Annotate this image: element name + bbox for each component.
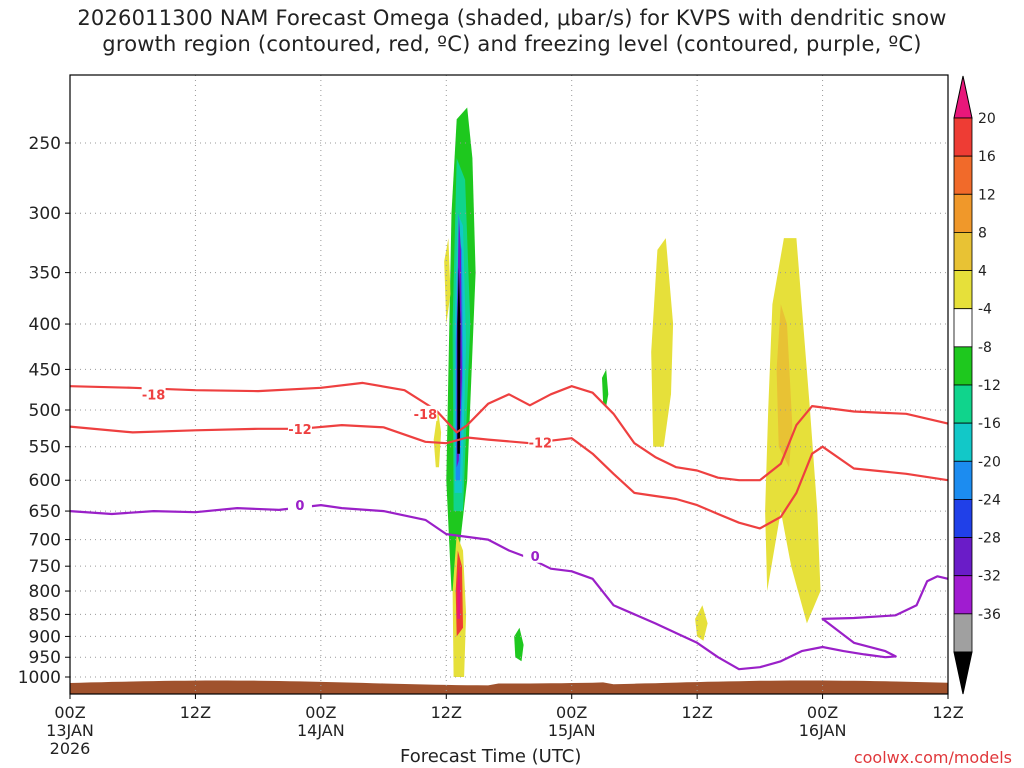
x-tick-date: 15JAN xyxy=(548,721,596,740)
omega-region-descent-upper-yellow-b xyxy=(765,238,821,624)
contour-label-bg xyxy=(523,547,548,563)
y-tick-label: 400 xyxy=(29,315,61,335)
colorbar-bin xyxy=(953,346,973,386)
omega-region-ascent-small-green-a xyxy=(514,627,524,662)
x-tick-label: 12Z xyxy=(180,703,211,722)
omega-region-descent-small-yellow-a xyxy=(433,410,442,468)
omega-region-descent-small-yellow-c xyxy=(695,605,708,641)
y-tick-label: 300 xyxy=(29,204,61,224)
colorbar-bin xyxy=(953,232,973,271)
colorbar-label: 12 xyxy=(978,187,996,203)
x-tick-label: 12Z xyxy=(681,703,712,722)
y-tick-label: 450 xyxy=(29,360,61,380)
contour-label-bg xyxy=(413,405,438,421)
contour--18 xyxy=(69,381,949,482)
contour-label: 0 xyxy=(531,550,540,565)
omega-region-ascent-column-core xyxy=(457,267,461,454)
x-tick-date: 13JAN xyxy=(46,721,94,740)
colorbar-bin xyxy=(953,308,973,348)
colorbar-label: -20 xyxy=(978,454,1001,470)
y-tick-label: 950 xyxy=(29,648,61,668)
colorbar-bin xyxy=(953,193,973,233)
y-tick-label: 650 xyxy=(29,502,61,522)
colorbar-bin xyxy=(953,384,973,424)
contour-label-bg xyxy=(528,434,553,450)
y-tick-label: 250 xyxy=(29,134,61,154)
omega-region-descent-upper-yellow-a xyxy=(651,238,674,447)
colorbar-label: -4 xyxy=(978,302,992,318)
colorbar-label: -28 xyxy=(978,531,1001,547)
omega-region-descent-low-magenta xyxy=(457,566,461,619)
x-axis-label: Forecast Time (UTC) xyxy=(400,746,582,767)
colorbar-bin xyxy=(953,155,973,195)
x-tick-label: 12Z xyxy=(431,703,462,722)
omega-colorbar: 20 16 12 8 4 -4 -8 -12 -16 -20 -24 -28 -32 -36 xyxy=(953,75,1001,695)
omega-shading-layer xyxy=(433,107,821,677)
colorbar-label: 20 xyxy=(978,111,996,127)
chart-title-line-1: 2026011300 NAM Forecast Omega (shaded, μ… xyxy=(77,6,947,30)
x-tick-label: 00Z xyxy=(807,703,838,722)
colorbar-bin xyxy=(953,575,973,615)
terrain-layer xyxy=(70,680,948,694)
x-tick-date: 16JAN xyxy=(799,721,847,740)
gridlines xyxy=(70,75,948,694)
colorbar-label: -32 xyxy=(978,569,1001,585)
colorbar-label: -36 xyxy=(978,607,1001,623)
colorbar-label: -12 xyxy=(978,378,1001,394)
x-tick-label: 00Z xyxy=(305,703,336,722)
axes: 2503003504004505005506006507007508008509… xyxy=(18,74,964,758)
colorbar-label: 16 xyxy=(978,149,996,165)
colorbar-bin xyxy=(953,117,973,157)
colorbar-top-arrow xyxy=(953,75,973,119)
contour--12 xyxy=(69,424,949,530)
colorbar-bin xyxy=(953,422,973,462)
contour-label: -18 xyxy=(414,408,438,423)
omega-region-ascent-small-green-b xyxy=(602,369,609,407)
colorbar-label: -24 xyxy=(978,492,1001,508)
y-tick-label: 500 xyxy=(29,401,61,421)
colorbar-bin xyxy=(953,270,973,310)
x-tick-label: 00Z xyxy=(556,703,587,722)
contour-label: -12 xyxy=(288,423,312,438)
x-tick-year: 2026 xyxy=(50,739,91,758)
y-tick-label: 900 xyxy=(29,627,61,647)
temperature-contours: -18 -18 -12 -12 0 0 xyxy=(69,381,949,671)
source-credit: coolwx.com/models xyxy=(853,748,1012,767)
colorbar-label: 4 xyxy=(978,264,987,280)
contour-label-bg xyxy=(141,386,166,402)
y-tick-label: 700 xyxy=(29,531,61,551)
colorbar-label: -8 xyxy=(978,340,992,356)
colorbar-label: 8 xyxy=(978,225,987,241)
x-tick-label: 12Z xyxy=(932,703,963,722)
colorbar-bin xyxy=(953,537,973,577)
colorbar-bin xyxy=(953,460,973,500)
chart-title-line-2: growth region (contoured, red, ºC) and f… xyxy=(102,32,922,56)
omega-region-descent-upper-orange xyxy=(776,304,793,468)
y-tick-label: 800 xyxy=(29,582,61,602)
contour-label: -18 xyxy=(142,388,166,403)
colorbar-bin xyxy=(953,499,973,538)
y-tick-label: 550 xyxy=(29,438,61,458)
y-tick-label: 850 xyxy=(29,605,61,625)
contour-label-bg xyxy=(287,497,312,513)
y-tick-label: 1000 xyxy=(18,668,61,688)
y-tick-label: 600 xyxy=(29,471,61,491)
plot-frame xyxy=(69,74,949,695)
x-tick-label: 00Z xyxy=(54,703,85,722)
omega-region-descent-small-yellow-b xyxy=(444,238,451,324)
contour-0 xyxy=(69,504,949,671)
colorbar-label: -16 xyxy=(978,416,1001,432)
contour-label-bg xyxy=(287,420,312,436)
contour-label: 0 xyxy=(295,499,304,514)
y-tick-label: 350 xyxy=(29,264,61,284)
colorbar-bottom-arrow xyxy=(953,651,973,695)
colorbar-bin xyxy=(953,613,973,653)
x-tick-date: 14JAN xyxy=(297,721,345,740)
contour-label: -12 xyxy=(529,436,553,451)
y-tick-label: 750 xyxy=(29,557,61,577)
terrain-band xyxy=(70,680,948,694)
